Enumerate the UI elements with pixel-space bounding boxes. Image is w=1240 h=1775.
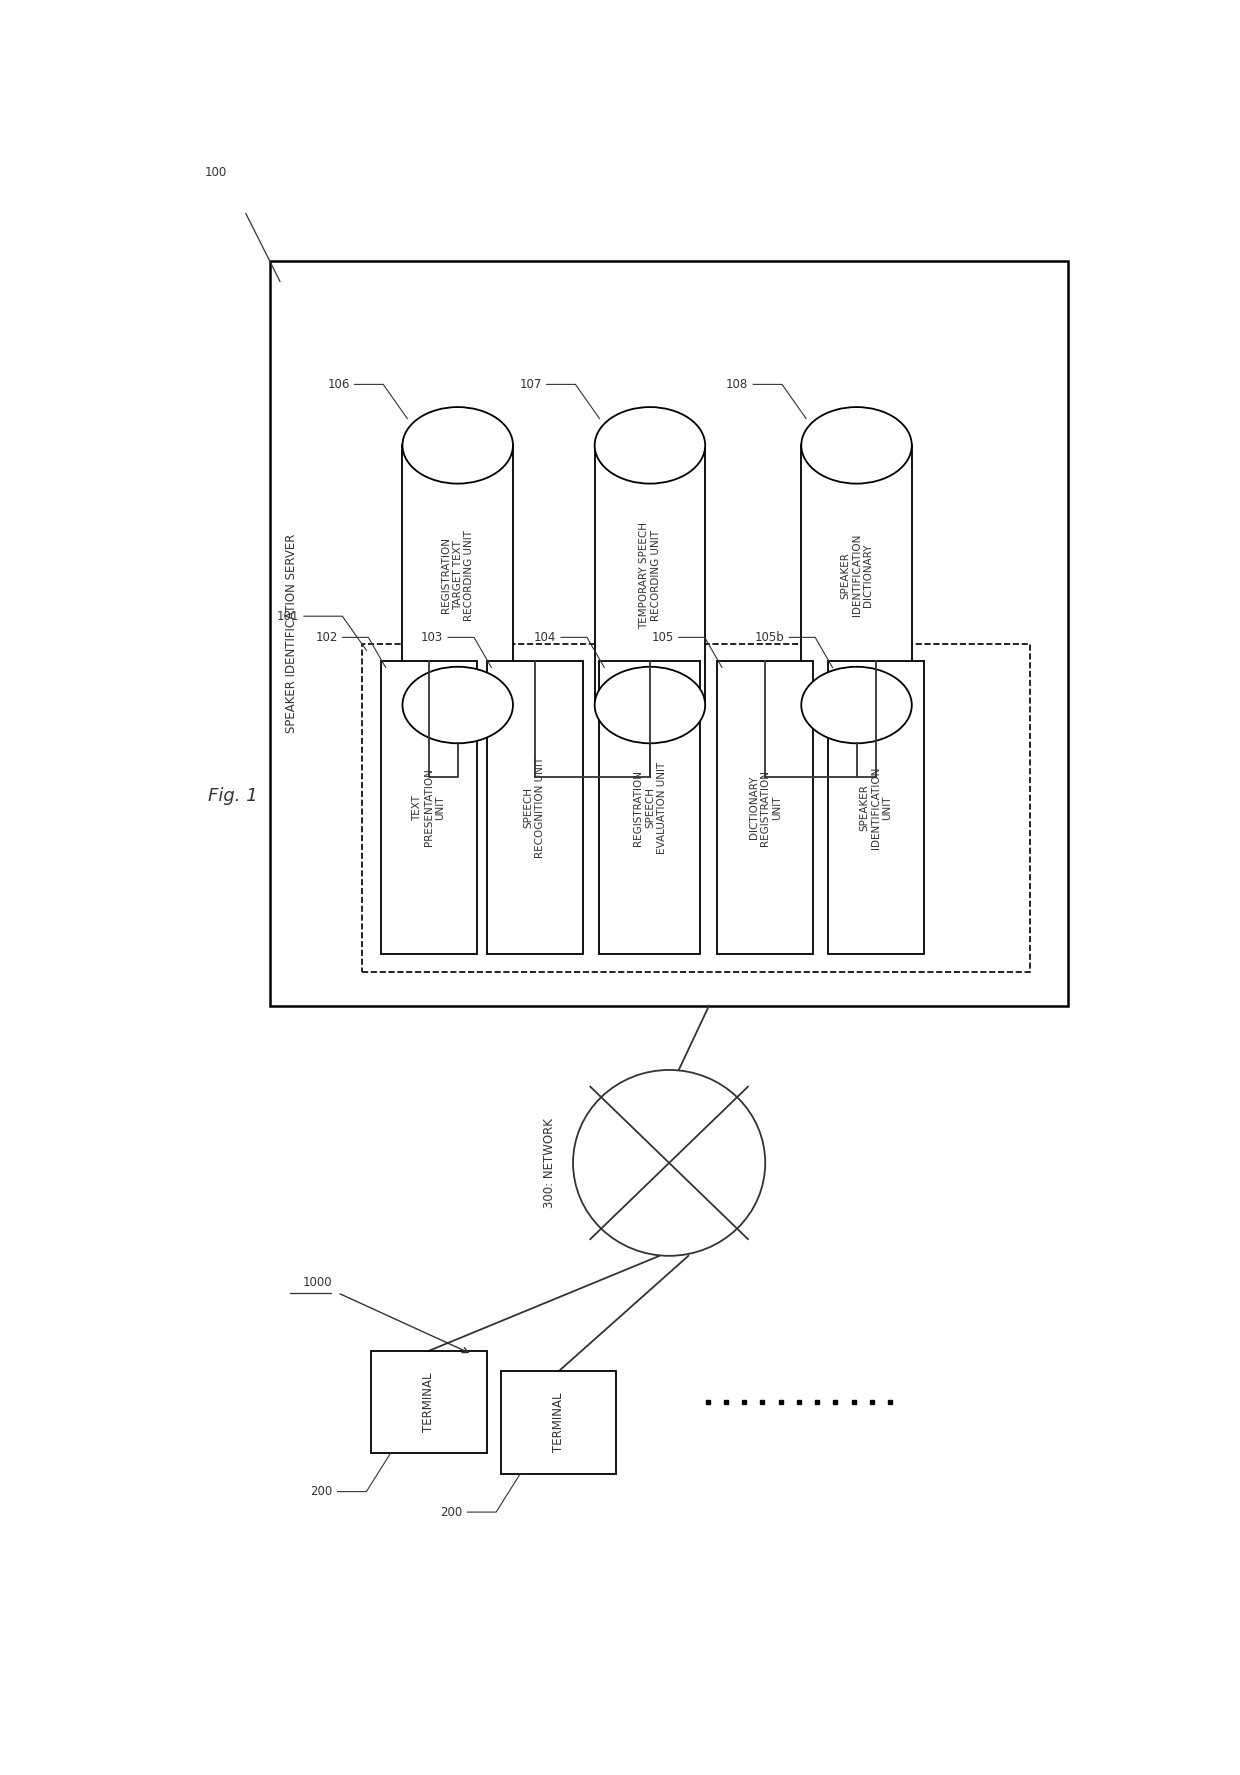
Ellipse shape	[801, 406, 911, 483]
Bar	[599, 660, 701, 955]
Text: 103: 103	[422, 630, 444, 644]
Text: 101: 101	[277, 609, 299, 623]
Text: TERMINAL: TERMINAL	[552, 1393, 565, 1452]
Text: REGISTRATION
TARGET TEXT
RECORDING UNIT: REGISTRATION TARGET TEXT RECORDING UNIT	[441, 529, 475, 621]
Ellipse shape	[595, 406, 706, 483]
Bar	[381, 660, 477, 955]
Ellipse shape	[403, 406, 513, 483]
Text: TERMINAL: TERMINAL	[423, 1372, 435, 1432]
Text: 300: NETWORK: 300: NETWORK	[543, 1118, 556, 1207]
Bar	[270, 261, 1068, 1006]
Text: SPEAKER
IDENTIFICATION
UNIT: SPEAKER IDENTIFICATION UNIT	[859, 767, 893, 848]
Text: 106: 106	[327, 378, 350, 390]
Bar	[362, 644, 1029, 971]
Bar	[801, 446, 911, 705]
Ellipse shape	[403, 667, 513, 744]
Text: 200: 200	[440, 1505, 463, 1519]
Text: TEMPORARY SPEECH
RECORDING UNIT: TEMPORARY SPEECH RECORDING UNIT	[639, 522, 661, 628]
Text: 104: 104	[534, 630, 557, 644]
Text: TEXT
PRESENTATION
UNIT: TEXT PRESENTATION UNIT	[412, 769, 445, 847]
Ellipse shape	[573, 1070, 765, 1257]
Text: 102: 102	[315, 630, 337, 644]
Text: DICTIONARY
REGISTRATION
UNIT: DICTIONARY REGISTRATION UNIT	[749, 770, 782, 845]
Text: SPEAKER
IDENTIFICATION
DICTIONARY: SPEAKER IDENTIFICATION DICTIONARY	[839, 534, 873, 616]
Ellipse shape	[801, 667, 911, 744]
Text: 1000: 1000	[303, 1276, 332, 1289]
Text: 105b: 105b	[755, 630, 785, 644]
Bar	[828, 660, 924, 955]
Text: REGISTRATION
SPEECH
EVALUATION UNIT: REGISTRATION SPEECH EVALUATION UNIT	[634, 761, 667, 854]
Text: SPEAKER IDENTIFICATION SERVER: SPEAKER IDENTIFICATION SERVER	[285, 534, 298, 733]
Text: 108: 108	[727, 378, 749, 390]
Ellipse shape	[595, 667, 706, 744]
Text: 107: 107	[520, 378, 542, 390]
Bar	[717, 660, 813, 955]
Bar	[403, 446, 513, 705]
Bar	[486, 660, 583, 955]
Text: 100: 100	[205, 165, 227, 179]
Bar	[371, 1351, 486, 1454]
Text: 105: 105	[652, 630, 675, 644]
Text: Fig. 1: Fig. 1	[208, 786, 258, 806]
Bar	[595, 446, 706, 705]
Text: 200: 200	[310, 1486, 332, 1498]
Text: SPEECH
RECOGNITION UNIT: SPEECH RECOGNITION UNIT	[523, 756, 546, 857]
Bar	[501, 1372, 616, 1473]
